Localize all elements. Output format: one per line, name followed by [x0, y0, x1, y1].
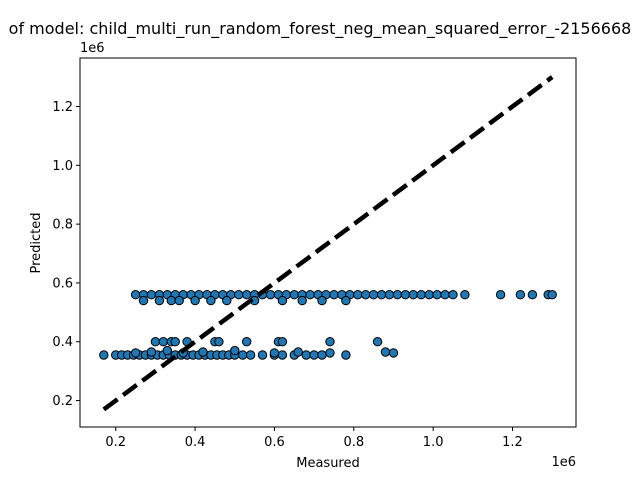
- data-point: [190, 295, 200, 306]
- data-point: [527, 290, 538, 300]
- data-point: [416, 290, 426, 300]
- data-point: [515, 290, 526, 300]
- y-axis-title: Predicted: [29, 212, 44, 273]
- y-axis-ticks: 0.2 0.4 0.6 0.8 1.0 1.2: [52, 100, 80, 409]
- data-point: [388, 348, 399, 358]
- data-point: [341, 295, 351, 306]
- x-axis-title: Measured: [296, 456, 360, 471]
- y-tick-label: 0.6: [52, 276, 73, 291]
- data-point: [317, 350, 327, 360]
- data-point: [376, 290, 387, 300]
- data-point: [408, 290, 418, 300]
- y-tick-label: 1.0: [52, 159, 73, 174]
- x-tick-label: 0.2: [105, 435, 126, 450]
- points-layer: [99, 290, 557, 360]
- data-point: [448, 290, 458, 300]
- data-point: [460, 290, 470, 300]
- data-point: [265, 290, 276, 300]
- data-point: [325, 337, 335, 347]
- data-point: [158, 337, 169, 347]
- data-point: [146, 347, 157, 357]
- data-point: [495, 290, 506, 300]
- data-point: [384, 290, 395, 300]
- data-point: [424, 290, 434, 300]
- data-point: [242, 290, 252, 300]
- data-point: [309, 350, 319, 360]
- x-tick-label: 1.0: [423, 435, 444, 450]
- data-point: [289, 290, 299, 300]
- data-point: [242, 337, 252, 347]
- reference-line-layer: [102, 75, 554, 412]
- data-point: [297, 295, 307, 306]
- x-axis-ticks: 0.2 0.4 0.6 0.8 1.0 1.2: [105, 427, 523, 450]
- data-point: [277, 337, 288, 347]
- data-point: [305, 290, 315, 300]
- y-tick-label: 1.2: [52, 100, 73, 115]
- data-point: [206, 295, 216, 306]
- data-point: [361, 290, 371, 300]
- data-point: [547, 290, 557, 300]
- data-point: [238, 350, 248, 360]
- data-point: [198, 347, 208, 357]
- data-point: [269, 348, 280, 358]
- y-offset-label: 1e6: [80, 41, 105, 56]
- data-point: [301, 350, 311, 360]
- reference-line: [102, 75, 554, 412]
- x-tick-label: 0.6: [264, 435, 285, 450]
- x-tick-label: 0.4: [185, 435, 206, 450]
- data-point: [353, 290, 363, 300]
- data-point: [400, 290, 411, 300]
- data-point: [293, 347, 303, 357]
- data-point: [154, 295, 165, 306]
- data-point: [325, 348, 335, 358]
- data-point: [214, 337, 224, 347]
- data-point: [341, 350, 351, 360]
- data-point: [162, 345, 173, 356]
- data-point: [392, 290, 403, 300]
- data-point: [257, 350, 268, 360]
- x-offset-label: 1e6: [551, 455, 576, 470]
- plot-frame: [79, 57, 577, 428]
- data-point: [130, 290, 141, 300]
- data-point: [277, 350, 288, 360]
- y-tick-label: 0.4: [52, 335, 73, 350]
- data-point: [245, 350, 256, 360]
- data-point: [432, 290, 442, 300]
- data-point: [372, 337, 383, 347]
- data-point: [138, 295, 149, 306]
- y-tick-label: 0.2: [52, 394, 73, 409]
- data-point: [146, 290, 157, 300]
- data-point: [170, 337, 180, 347]
- chart-title: of model: child_multi_run_random_forest_…: [9, 19, 632, 39]
- data-point: [222, 295, 232, 306]
- data-point: [230, 345, 240, 356]
- data-point: [166, 295, 177, 306]
- data-point: [99, 350, 109, 360]
- data-point: [317, 295, 327, 306]
- data-point: [234, 290, 244, 300]
- x-tick-label: 1.2: [502, 435, 523, 450]
- data-point: [150, 337, 161, 347]
- data-point: [368, 290, 379, 300]
- data-point: [440, 290, 450, 300]
- x-tick-label: 0.8: [343, 435, 364, 450]
- y-tick-label: 0.8: [52, 218, 73, 233]
- data-point: [277, 295, 288, 306]
- data-point: [130, 348, 141, 358]
- data-point: [174, 295, 184, 306]
- data-point: [380, 347, 391, 357]
- data-point: [329, 290, 339, 300]
